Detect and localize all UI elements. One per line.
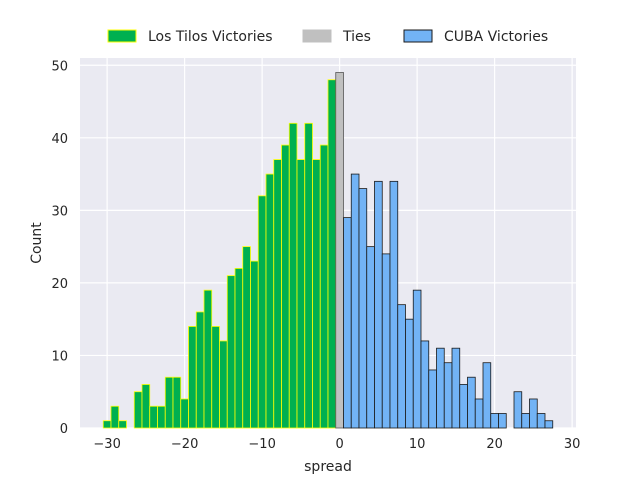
- cuba-bar: [544, 420, 554, 429]
- y-tick-label: 50: [51, 59, 68, 74]
- cuba-bar: [397, 304, 406, 429]
- legend-swatch: [107, 29, 137, 43]
- los-tilos-bar: [226, 275, 236, 429]
- los-tilos-bar: [312, 159, 321, 429]
- cuba-bar: [358, 188, 368, 429]
- cuba-bar: [443, 362, 453, 429]
- los-tilos-bar: [211, 326, 220, 429]
- los-tilos-bar: [102, 420, 112, 429]
- cuba-bar: [490, 413, 499, 429]
- los-tilos-bar: [288, 122, 298, 429]
- cuba-bar: [412, 289, 422, 429]
- cuba-bar: [521, 413, 530, 429]
- los-tilos-bar: [273, 159, 282, 429]
- los-tilos-bar: [157, 405, 166, 429]
- los-tilos-bar: [172, 376, 182, 429]
- los-tilos-bar: [141, 384, 151, 429]
- los-tilos-bar: [304, 122, 313, 429]
- los-tilos-bar: [296, 159, 306, 429]
- histogram-bars: [102, 72, 554, 429]
- los-tilos-bar: [242, 246, 251, 429]
- x-axis-label: spread: [304, 459, 352, 475]
- los-tilos-bar: [188, 326, 197, 429]
- cuba-bar: [474, 398, 484, 429]
- y-tick-label: 0: [60, 422, 68, 437]
- legend-swatch: [302, 29, 332, 43]
- los-tilos-bar: [327, 79, 337, 429]
- los-tilos-bar: [118, 420, 127, 429]
- los-tilos-bar: [149, 405, 158, 429]
- los-tilos-bar: [180, 398, 189, 429]
- legend: Los Tilos Victories Ties CUBA Victories: [107, 29, 548, 45]
- y-axis-label: Count: [29, 222, 45, 264]
- ties-bar: [335, 72, 344, 429]
- los-tilos-bar: [250, 260, 259, 429]
- cuba-bar: [405, 318, 414, 429]
- cuba-bar: [482, 362, 492, 429]
- cuba-bar: [343, 217, 352, 429]
- cuba-bar: [366, 246, 375, 429]
- x-tick-label: −10: [248, 437, 275, 452]
- y-tick-label: 10: [51, 349, 68, 364]
- cuba-bar: [451, 347, 461, 429]
- cuba-bar: [467, 376, 476, 429]
- cuba-bar: [536, 413, 546, 429]
- y-tick-label: 40: [51, 132, 68, 147]
- cuba-bar: [459, 384, 468, 429]
- los-tilos-bar: [319, 144, 329, 429]
- los-tilos-bar: [133, 391, 143, 429]
- cuba-bar: [381, 253, 391, 429]
- los-tilos-bar: [195, 311, 205, 429]
- cuba-bar: [529, 398, 538, 429]
- cuba-bar: [389, 180, 399, 429]
- axis-ticks: −30 −20 −10 0 10 20 30 0 10 20 30 40 50: [51, 59, 580, 452]
- x-tick-label: 30: [564, 437, 581, 452]
- los-tilos-bar: [281, 144, 290, 429]
- y-tick-label: 20: [51, 277, 68, 292]
- cuba-bar: [436, 347, 445, 429]
- cuba-bar: [428, 369, 437, 429]
- los-tilos-bar: [257, 195, 267, 429]
- cuba-bar: [350, 173, 360, 429]
- los-tilos-bar: [234, 267, 244, 429]
- cuba-bar: [498, 413, 507, 429]
- los-tilos-bar: [110, 405, 120, 429]
- x-tick-label: 10: [409, 437, 426, 452]
- los-tilos-bar: [203, 289, 213, 429]
- legend-swatch: [403, 29, 433, 43]
- y-tick-label: 30: [51, 204, 68, 219]
- legend-label: CUBA Victories: [444, 29, 548, 45]
- los-tilos-bar: [219, 340, 228, 429]
- x-tick-label: 0: [335, 437, 343, 452]
- legend-label: Ties: [342, 29, 371, 45]
- x-tick-label: −20: [171, 437, 198, 452]
- cuba-bar: [513, 391, 523, 429]
- x-tick-label: 20: [486, 437, 503, 452]
- los-tilos-bar: [265, 173, 275, 429]
- cuba-bar: [374, 180, 383, 429]
- x-tick-label: −30: [93, 437, 120, 452]
- cuba-bar: [420, 340, 430, 429]
- legend-label: Los Tilos Victories: [148, 29, 273, 45]
- los-tilos-bar: [164, 376, 174, 429]
